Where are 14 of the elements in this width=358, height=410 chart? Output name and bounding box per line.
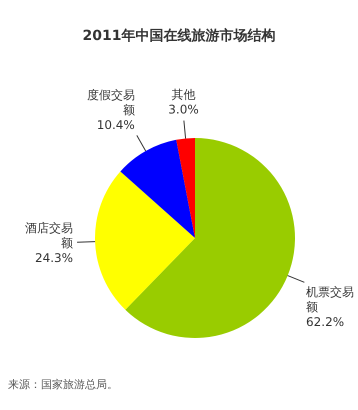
slice-label: 度假交易额 — [86, 88, 135, 117]
source-note: 来源：国家旅游总局。 — [8, 378, 118, 391]
slice-label: 机票交易额 — [306, 284, 354, 314]
data-label: 62.2% — [306, 314, 344, 329]
pie-slice — [120, 140, 195, 238]
data-label: 3.0% — [168, 102, 199, 117]
pie-slice — [95, 171, 195, 310]
pie-slice — [176, 138, 195, 238]
data-label: 10.4% — [96, 118, 135, 132]
slice-label: 酒店交易额 — [25, 220, 74, 250]
data-label: 24.3% — [34, 250, 74, 265]
pie-slice — [125, 138, 295, 338]
slice-label: 其他 — [172, 88, 196, 102]
chart-title: 2011年中国在线旅游市场结构 — [82, 27, 276, 44]
